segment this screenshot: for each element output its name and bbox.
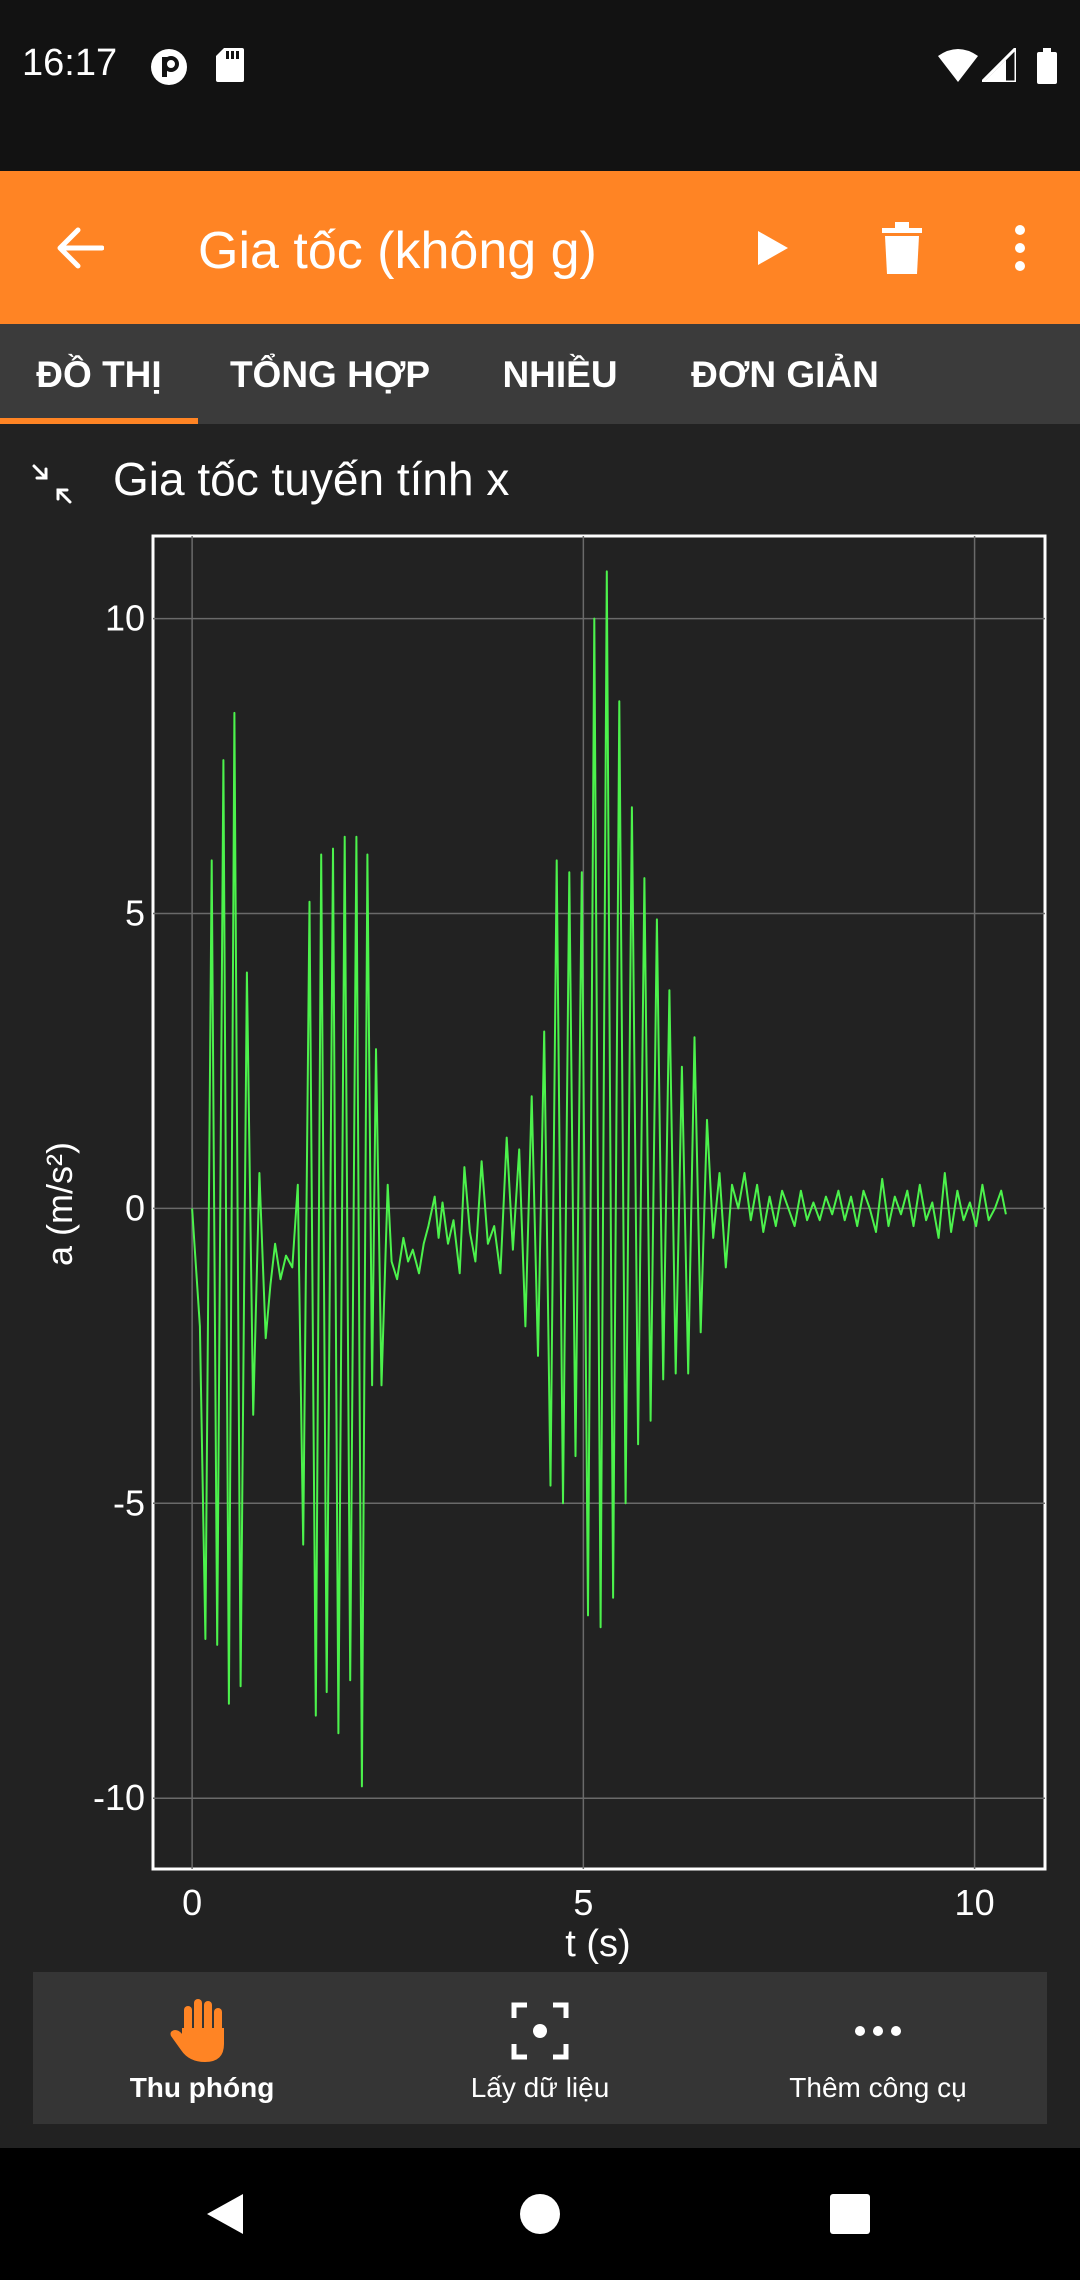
tick-labels: 0 5 10 10 5 0 -5 -10 (93, 598, 995, 1923)
more-tools-label: Thêm công cụ (789, 2072, 967, 2103)
pick-data-tool-label: Lấy dữ liệu (470, 2072, 610, 2103)
page-title: Gia tốc (không g) (198, 222, 597, 280)
series-layer (191, 570, 1007, 1788)
tab-simple[interactable]: ĐƠN GIẢN (691, 354, 879, 395)
recents-square-icon[interactable] (790, 2148, 910, 2280)
acceleration-series-line (191, 570, 1007, 1788)
tab-graph[interactable]: ĐỒ THỊ (36, 354, 162, 395)
more-vert-icon[interactable] (990, 171, 1050, 324)
trash-icon[interactable] (862, 171, 942, 324)
status-time: 16:17 (22, 42, 118, 84)
play-icon[interactable] (733, 171, 813, 324)
home-circle-icon[interactable] (480, 2148, 600, 2280)
status-bar: 16:17 (0, 0, 1080, 171)
tab-multiple[interactable]: NHIỀU (502, 354, 618, 395)
y-tick-label: -5 (113, 1482, 145, 1523)
back-triangle-icon[interactable] (165, 2148, 285, 2280)
wifi-icon (938, 48, 978, 87)
x-axis-label: t (s) (565, 1923, 630, 1964)
y-axis-label: a (m/s²) (39, 1142, 80, 1266)
tab-indicator (0, 418, 198, 424)
zoom-tool-label: Thu phóng (129, 2072, 275, 2103)
y-tick-label: 0 (125, 1187, 145, 1228)
tab-bar: ĐỒ THỊ TỔNG HỢP NHIỀU ĐƠN GIẢN (0, 324, 1080, 424)
tool-bar: Thu phóng Lấy dữ liệu Thêm công cụ (33, 1972, 1047, 2124)
app-bar: Gia tốc (không g) (0, 171, 1080, 324)
sd-card-icon (216, 48, 244, 87)
x-tick-label: 5 (573, 1882, 593, 1923)
pick-data-tool[interactable]: Lấy dữ liệu (371, 1972, 709, 2124)
tab-summary[interactable]: TỔNG HỢP (229, 354, 431, 395)
graph-title: Gia tốc tuyến tính x (113, 453, 510, 505)
more-horiz-icon (709, 1996, 1047, 2060)
hand-icon (33, 1996, 371, 2066)
y-tick-label: 5 (125, 892, 145, 933)
zoom-tool[interactable]: Thu phóng (33, 1972, 371, 2124)
notification-p-icon (150, 48, 188, 91)
signal-icon (978, 44, 1018, 87)
collapse-icon[interactable] (30, 462, 74, 511)
x-tick-label: 0 (182, 1882, 202, 1923)
plot-frame (151, 534, 1047, 1871)
y-tick-label: 10 (105, 598, 145, 639)
system-nav-bar (0, 2148, 1080, 2280)
acceleration-chart[interactable]: 0 5 10 10 5 0 -5 -10 t (s) a (m/s²) (0, 524, 1080, 1964)
target-icon (371, 1996, 709, 2060)
more-tools[interactable]: Thêm công cụ (709, 1972, 1047, 2124)
back-arrow-icon[interactable] (40, 171, 120, 324)
y-tick-label: -10 (93, 1777, 145, 1818)
battery-icon (1036, 48, 1058, 89)
x-tick-label: 10 (955, 1882, 995, 1923)
